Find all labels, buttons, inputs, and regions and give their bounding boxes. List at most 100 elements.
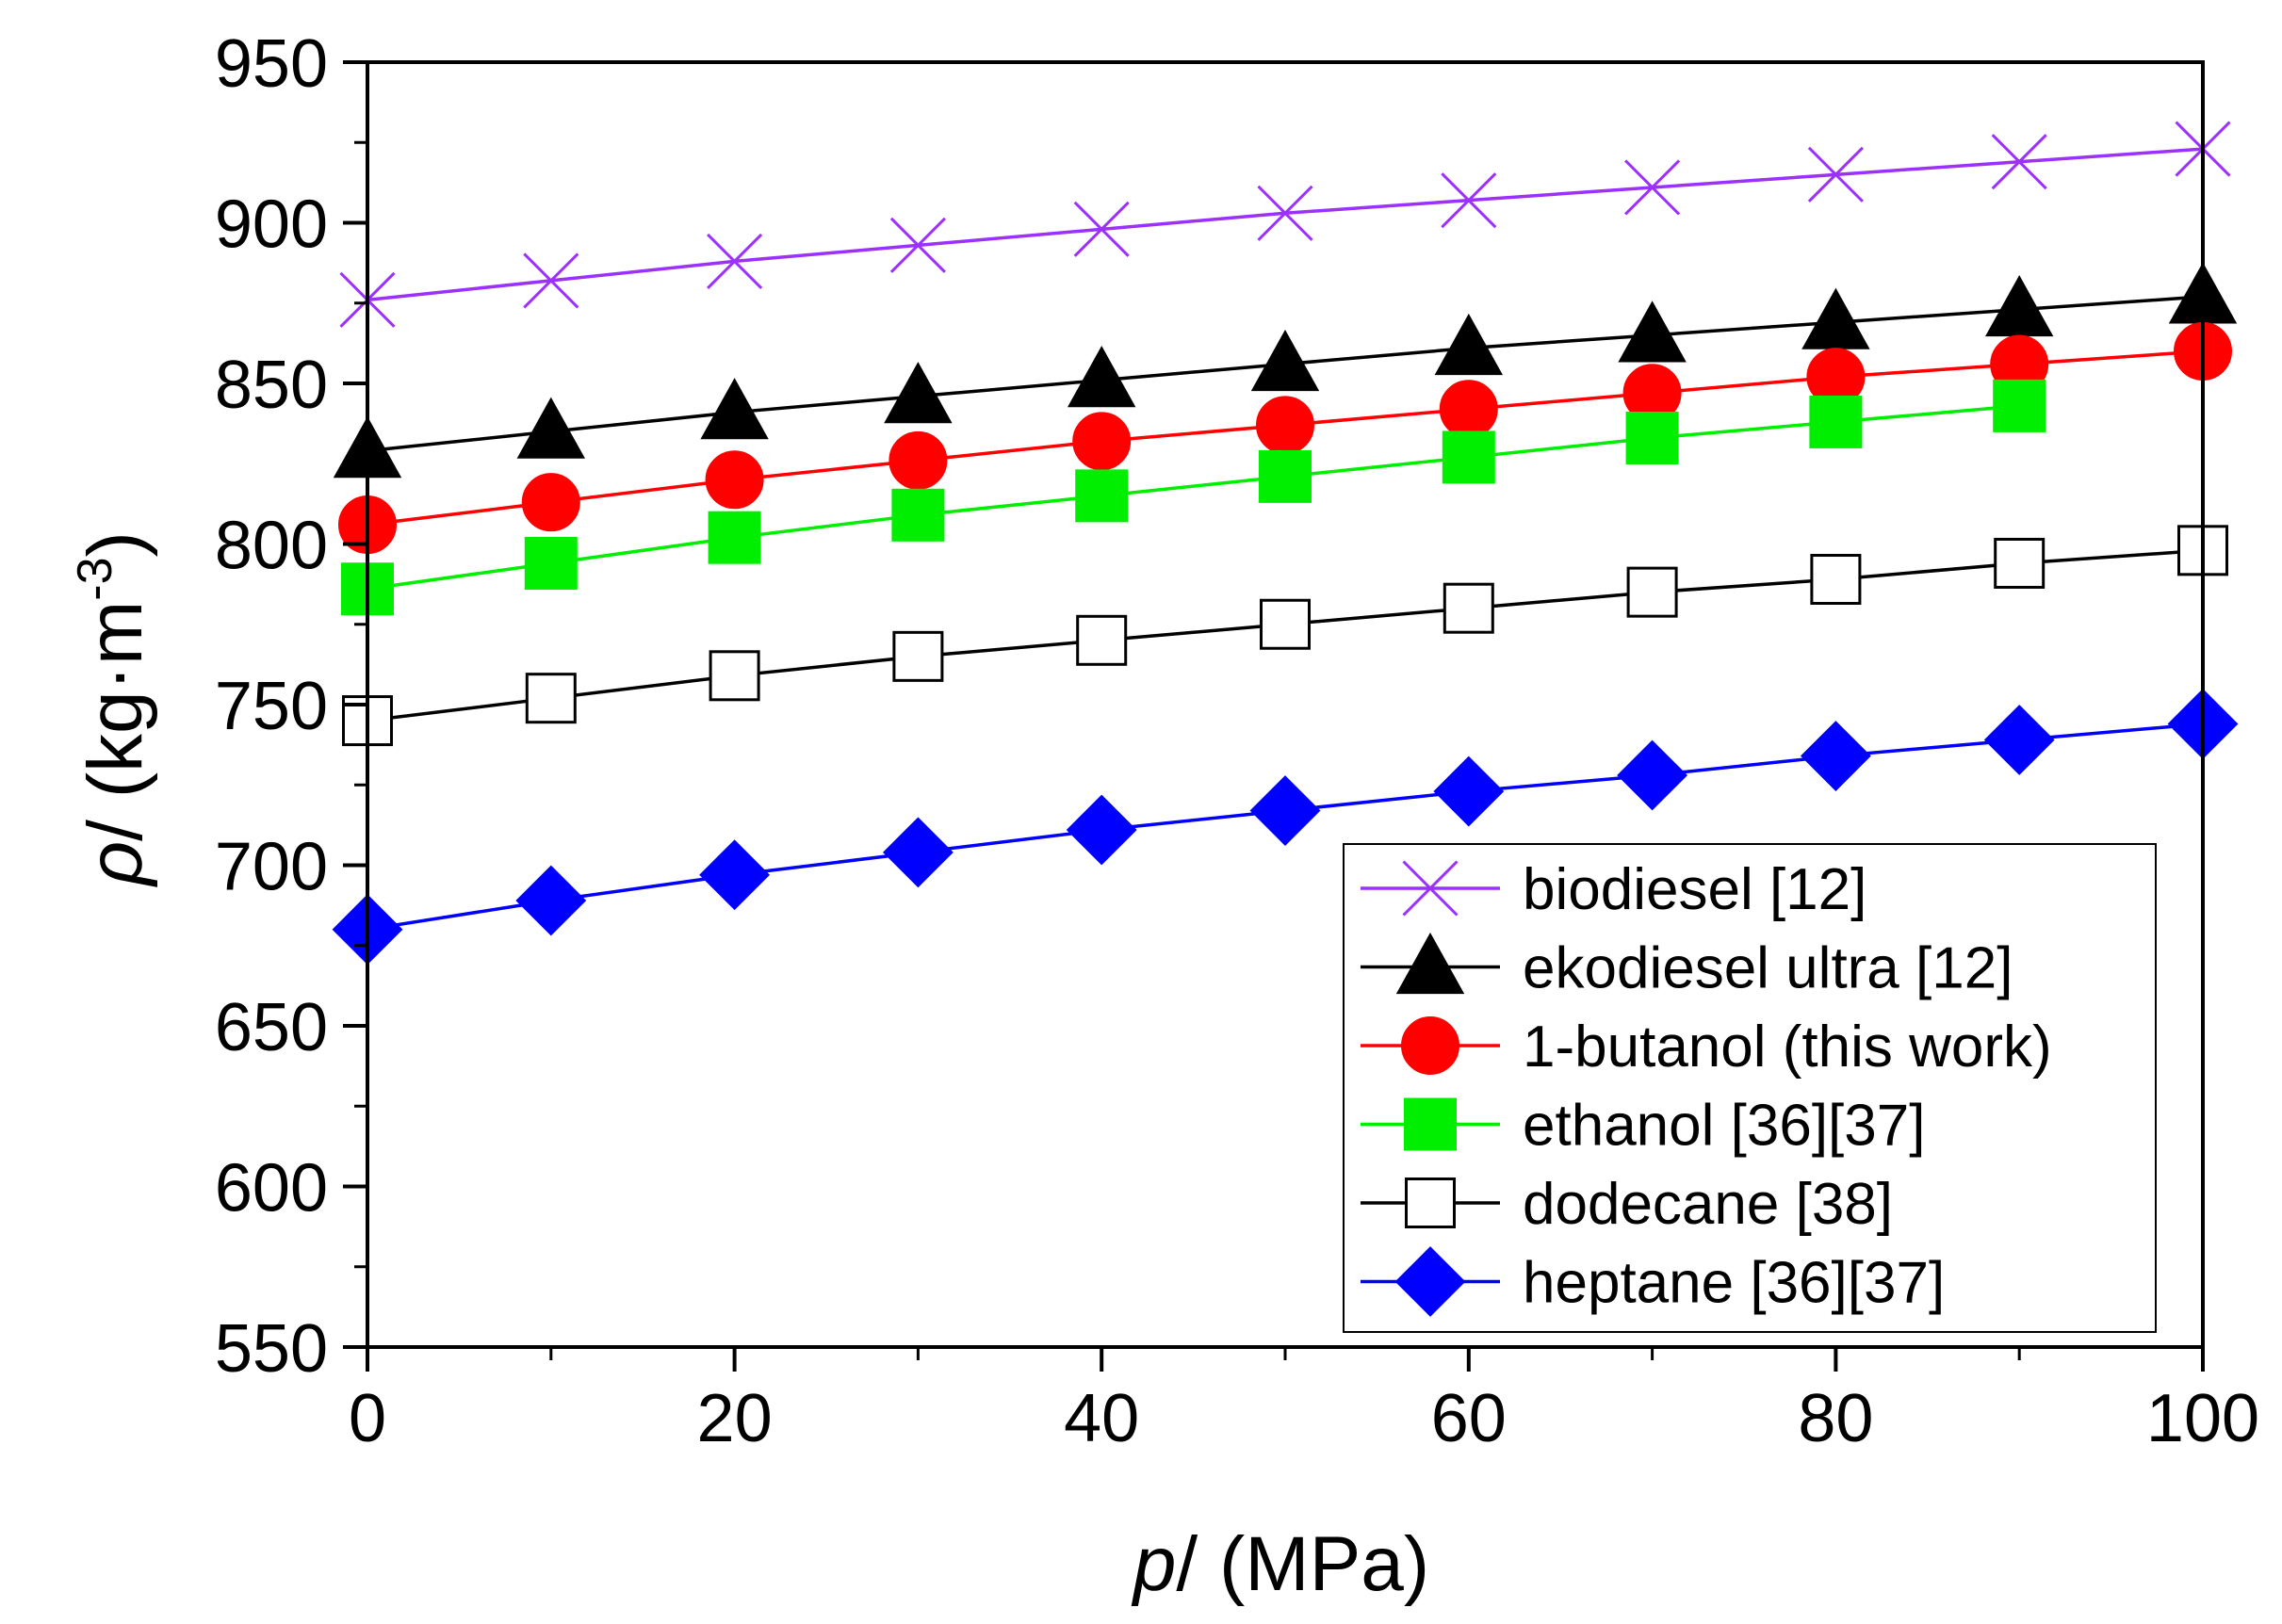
- data-point: [1442, 430, 1495, 484]
- data-point: [705, 450, 764, 510]
- x-tick-label: 0: [349, 1381, 386, 1456]
- data-point: [1439, 380, 1498, 439]
- data-point: [1073, 201, 1130, 257]
- legend-entry: ethanol [36][37]: [1361, 1094, 1925, 1159]
- data-point: [1256, 396, 1314, 455]
- data-point: [889, 217, 946, 273]
- y-tick-label: 750: [215, 669, 328, 744]
- y-tick-label: 950: [215, 26, 328, 102]
- data-point: [521, 473, 580, 532]
- legend-label: heptane [36][37]: [1523, 1251, 1945, 1316]
- data-point: [1625, 411, 1679, 464]
- x-axis-unit: / (MPa): [1176, 1521, 1429, 1607]
- data-point: [1801, 287, 1870, 349]
- data-point: [699, 839, 771, 911]
- legend-marker: [1394, 1246, 1466, 1317]
- legend-label: biodiesel [12]: [1523, 857, 1866, 922]
- series-line: [367, 147, 2204, 302]
- data-point: [1809, 395, 1863, 448]
- data-point: [1617, 739, 1688, 811]
- data-point: [1618, 300, 1687, 363]
- series-line: [367, 404, 2020, 591]
- data-point: [523, 252, 579, 309]
- y-axis-variable: ρ: [73, 841, 158, 887]
- data-point: [1072, 412, 1132, 471]
- data-point: [884, 362, 953, 424]
- data-point: [1441, 172, 1497, 229]
- data-point: [1991, 134, 2047, 190]
- y-axis-title: ρ/ (kg·m-3): [68, 531, 158, 887]
- data-point: [1066, 794, 1137, 866]
- legend-entry: 1-butanol (this work): [1361, 1015, 2052, 1080]
- data-point: [892, 630, 944, 682]
- y-axis-unit: / (kg·m: [73, 601, 158, 841]
- data-point: [1983, 705, 2055, 775]
- data-point: [1068, 346, 1136, 408]
- data-point: [1443, 582, 1494, 634]
- x-tick-label: 40: [1064, 1381, 1139, 1456]
- series-heptane: [332, 689, 2239, 966]
- data-point: [1075, 469, 1129, 523]
- data-point: [1994, 537, 2046, 589]
- data-point: [707, 233, 763, 289]
- y-tick-label: 900: [215, 187, 328, 263]
- legend-entry: ekodiesel ultra [12]: [1361, 932, 2013, 1001]
- data-point: [1800, 721, 1871, 791]
- data-point: [700, 378, 769, 440]
- legend-marker: [1404, 1097, 1457, 1151]
- legend-label: ethanol [36][37]: [1523, 1094, 1925, 1159]
- data-point: [1433, 755, 1505, 827]
- legend-marker: [1401, 1016, 1459, 1075]
- data-point: [1810, 554, 1862, 606]
- data-point: [1257, 185, 1313, 241]
- x-tick-label: 20: [697, 1381, 773, 1456]
- data-point: [1260, 598, 1311, 650]
- data-point: [525, 673, 577, 724]
- data-point: [1434, 313, 1503, 376]
- data-point: [524, 536, 578, 590]
- data-point: [1249, 775, 1321, 846]
- data-point: [708, 511, 761, 564]
- legend-entry: biodiesel [12]: [1361, 857, 1866, 922]
- legend-box: [1343, 843, 2157, 1333]
- data-point: [888, 430, 948, 490]
- y-tick-label: 850: [215, 348, 328, 423]
- data-point: [1993, 379, 2046, 432]
- y-tick-label: 700: [215, 830, 328, 905]
- data-point: [515, 865, 587, 936]
- data-point: [1985, 275, 2054, 337]
- x-tick-label: 100: [2146, 1381, 2259, 1456]
- legend-marker: [1405, 1177, 1456, 1228]
- legend: biodiesel [12] ekodiesel ultra [12] 1-buta…: [1343, 843, 2157, 1333]
- x-tick-label: 60: [1431, 1381, 1507, 1456]
- legend-entry: dodecane [38]: [1361, 1172, 1893, 1237]
- data-point: [1807, 146, 1864, 203]
- y-axis-unit-exponent: -3: [68, 558, 122, 601]
- legend-label: dodecane [38]: [1523, 1172, 1893, 1237]
- data-point: [1626, 566, 1678, 618]
- data-point: [882, 817, 954, 888]
- x-axis-variable: p: [1131, 1521, 1177, 1607]
- legend-label: ekodiesel ultra [12]: [1523, 936, 2013, 1001]
- y-axis-unit-close: ): [73, 531, 158, 557]
- data-point: [1259, 449, 1312, 503]
- y-tick-label: 600: [215, 1151, 328, 1226]
- data-point: [1250, 329, 1320, 392]
- series-1-butanol: [338, 321, 2232, 555]
- y-tick-label: 650: [215, 990, 328, 1065]
- data-point: [516, 397, 585, 459]
- data-point: [1624, 159, 1681, 216]
- x-tick-label: 80: [1798, 1381, 1873, 1456]
- y-tick-label: 800: [215, 509, 328, 584]
- legend-marker: [1402, 860, 1459, 917]
- axes: 0 20 40 60 80 100 550 600 650 700 750 800 850 900 950: [215, 26, 2259, 1456]
- legend-entry: heptane [36][37]: [1361, 1246, 1945, 1317]
- series-biodiesel: [339, 121, 2231, 328]
- data-point: [891, 488, 945, 542]
- x-axis-title: p/ (MPa): [1131, 1521, 1429, 1607]
- series-ethanol: [341, 379, 2046, 616]
- series-dodecane: [342, 525, 2228, 747]
- y-tick-label: 550: [215, 1311, 328, 1387]
- data-point: [1076, 614, 1128, 666]
